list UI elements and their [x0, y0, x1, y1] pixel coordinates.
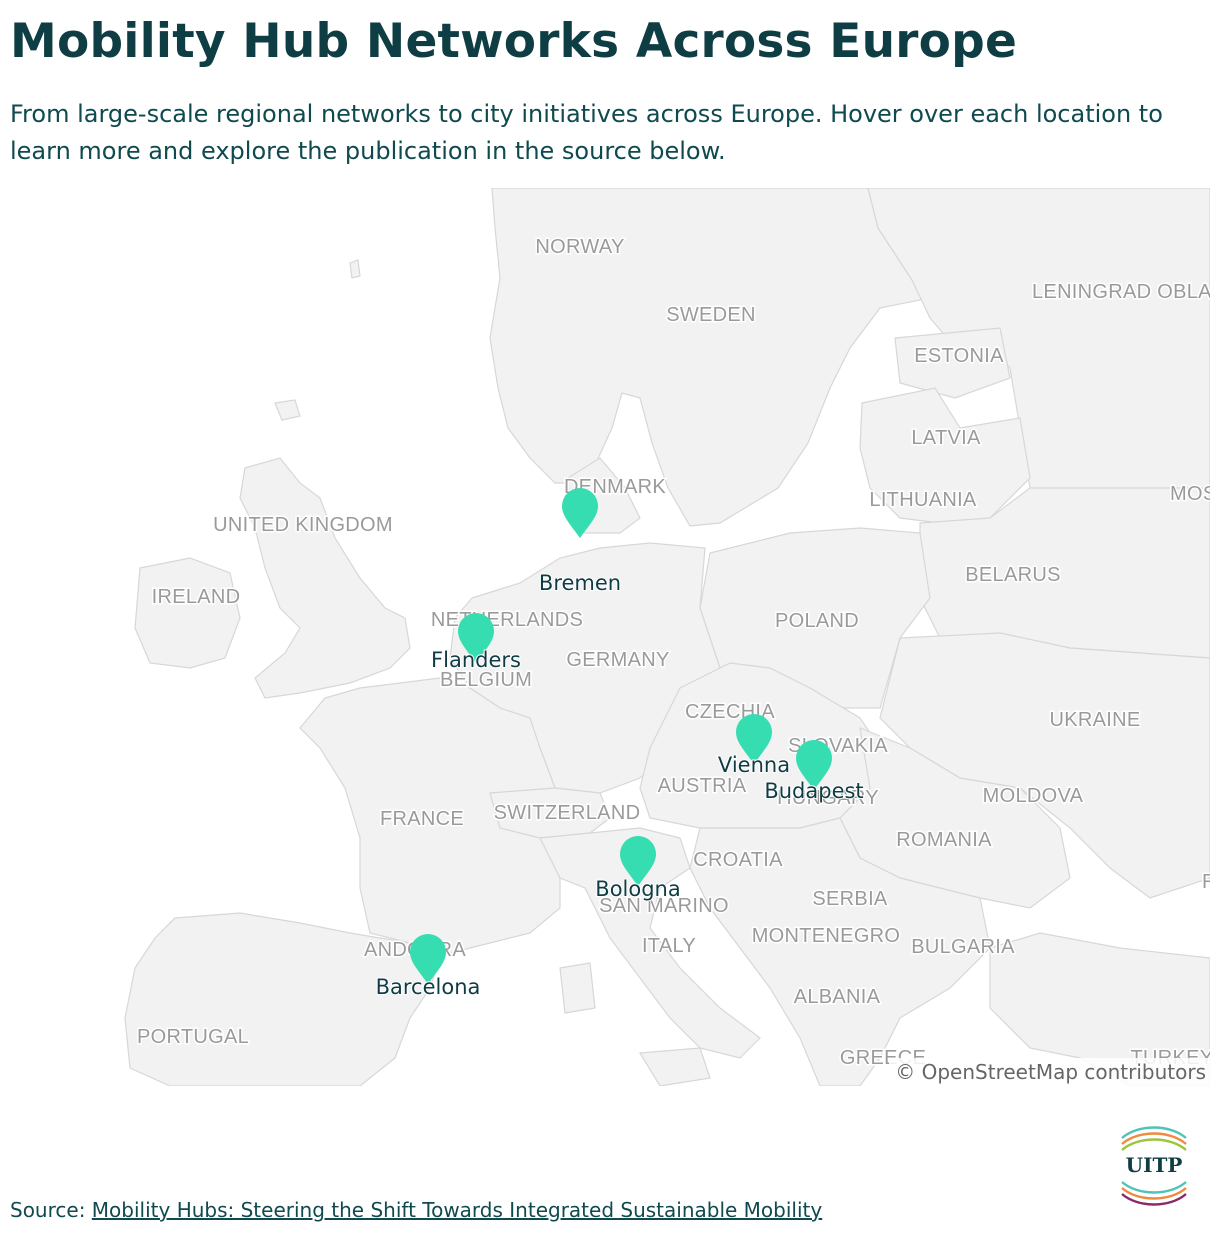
- source-prefix: Source:: [10, 1198, 92, 1222]
- country-label-bulgaria: BULGARIA: [911, 936, 1015, 958]
- country-label-croatia: CROATIA: [693, 849, 783, 871]
- map-pin-icon[interactable]: [736, 714, 772, 764]
- country-label-norway: NORWAY: [535, 236, 624, 258]
- logo-text: UITP: [1126, 1153, 1183, 1177]
- uitp-logo: UITP: [1121, 1126, 1187, 1206]
- country-label-leningrad: LENINGRAD OBLAST: [1032, 281, 1210, 303]
- map-pin-icon[interactable]: [562, 488, 598, 538]
- country-label-belgium: BELGIUM: [440, 669, 532, 691]
- country-label-albania: ALBANIA: [794, 986, 881, 1008]
- country-label-hungary: HUNGARY: [777, 787, 879, 809]
- country-label-germany: GERMANY: [566, 649, 669, 671]
- marker-label-budapest[interactable]: Budapest: [763, 778, 864, 804]
- country-label-ukraine: UKRAINE: [1049, 709, 1140, 731]
- marker-label-flanders[interactable]: Flanders: [430, 647, 522, 673]
- marker-vienna[interactable]: Vienna: [717, 714, 791, 778]
- page-subtitle: From large-scale regional networks to ci…: [10, 100, 1163, 165]
- map-pin-icon[interactable]: [458, 613, 494, 663]
- country-label-russia-edge: R: [1202, 871, 1210, 893]
- marker-budapest[interactable]: Budapest: [763, 740, 865, 804]
- map-attribution[interactable]: © OpenStreetMap contributors: [889, 1058, 1212, 1086]
- page-title: Mobility Hub Networks Across Europe: [10, 14, 1018, 69]
- land: [124, 188, 1210, 1086]
- map-pin-icon[interactable]: [796, 740, 832, 790]
- map-markers[interactable]: Bremen Flanders Vienna Budapest Bologna …: [375, 488, 865, 1000]
- europe-map[interactable]: NORWAY SWEDEN LENINGRAD OBLAST ESTONIA L…: [0, 188, 1210, 1086]
- marker-label-vienna[interactable]: Vienna: [717, 752, 791, 778]
- marker-label-bremen[interactable]: Bremen: [538, 570, 622, 596]
- source-line: Source: Mobility Hubs: Steering the Shif…: [10, 1198, 822, 1222]
- country-label-serbia: SERBIA: [812, 888, 888, 910]
- map-canvas[interactable]: NORWAY SWEDEN LENINGRAD OBLAST ESTONIA L…: [0, 188, 1210, 1086]
- country-label-moldova: MOLDOVA: [983, 785, 1084, 807]
- marker-bremen[interactable]: Bremen: [538, 488, 622, 596]
- country-label-belarus: BELARUS: [965, 564, 1060, 586]
- map-pin-icon[interactable]: [620, 836, 656, 886]
- country-label-sweden: SWEDEN: [666, 304, 756, 326]
- marker-bologna[interactable]: Bologna: [594, 836, 682, 902]
- country-label-switzerland: SWITZERLAND: [494, 802, 641, 824]
- source-link[interactable]: Mobility Hubs: Steering the Shift Toward…: [91, 1198, 823, 1222]
- country-label-montenegro: MONTENEGRO: [752, 925, 901, 947]
- map-pin-icon[interactable]: [410, 934, 446, 984]
- marker-flanders[interactable]: Flanders: [430, 613, 522, 673]
- country-label-poland: POLAND: [775, 610, 859, 632]
- country-label-austria: AUSTRIA: [658, 775, 747, 797]
- country-label-italy: ITALY: [642, 935, 696, 957]
- country-label-san-marino: SAN MARINO: [599, 895, 729, 917]
- country-label-uk: UNITED KINGDOM: [213, 514, 393, 536]
- country-label-portugal: PORTUGAL: [137, 1026, 249, 1048]
- country-label-moscow: MOS: [1170, 483, 1210, 505]
- country-label-romania: ROMANIA: [896, 829, 992, 851]
- country-label-netherlands: NETHERLANDS: [431, 609, 583, 631]
- country-label-lithuania: LITHUANIA: [869, 489, 977, 511]
- country-label-estonia: ESTONIA: [914, 345, 1004, 367]
- country-label-latvia: LATVIA: [911, 427, 981, 449]
- marker-label-barcelona[interactable]: Barcelona: [375, 974, 482, 1000]
- marker-barcelona[interactable]: Barcelona: [375, 934, 482, 1000]
- marker-label-bologna[interactable]: Bologna: [594, 876, 681, 902]
- country-label-ireland: IRELAND: [152, 586, 241, 608]
- country-label-france: FRANCE: [380, 808, 464, 830]
